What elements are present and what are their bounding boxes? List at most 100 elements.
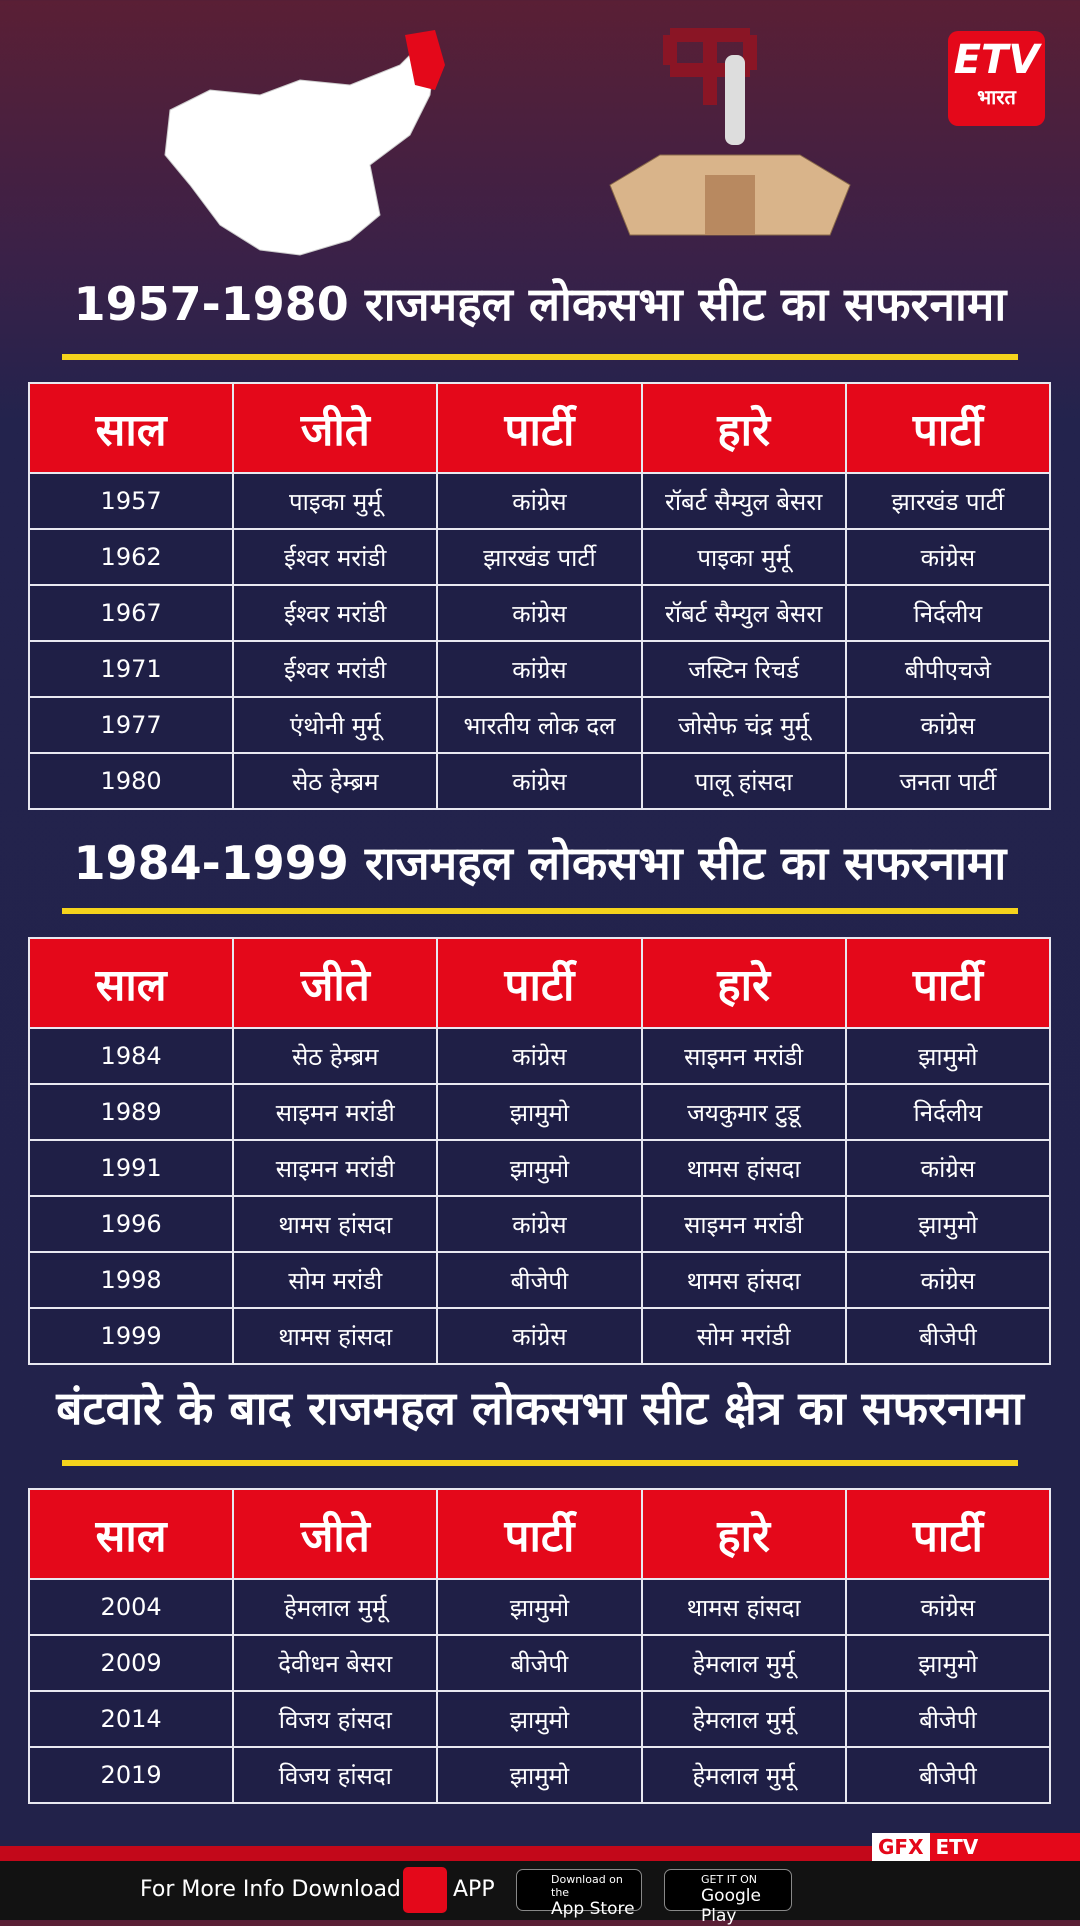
table-cell: 1957 <box>29 473 233 529</box>
table-cell: 1971 <box>29 641 233 697</box>
column-header: पार्टी <box>437 383 641 473</box>
play-badge[interactable]: GET IT ON Google Play <box>664 1869 792 1911</box>
table-cell: कांग्रेस <box>437 1028 641 1084</box>
parliament-illustration <box>600 25 870 260</box>
table-cell: ईश्वर मरांडी <box>233 529 437 585</box>
table-cell: जोसेफ चंद्र मुर्मू <box>642 697 846 753</box>
footer: For More Info Download APP Download on t… <box>0 1861 1080 1920</box>
column-header: हारे <box>642 383 846 473</box>
table-cell: विजय हांसदा <box>233 1691 437 1747</box>
credit: GFX ETV BHARAT <box>872 1833 1080 1863</box>
credit-gfx: GFX <box>872 1833 930 1863</box>
map-illustration <box>150 25 460 275</box>
table-cell: जयकुमार टुडू <box>642 1084 846 1140</box>
table-cell: बीपीएचजे <box>846 641 1050 697</box>
logo: ETV भारत <box>948 31 1045 126</box>
column-header: पार्टी <box>846 383 1050 473</box>
table-cell: 2009 <box>29 1635 233 1691</box>
footer-text: For More Info Download <box>140 1877 401 1902</box>
table-cell: 1996 <box>29 1196 233 1252</box>
table-cell: 1984 <box>29 1028 233 1084</box>
table-cell: झामुमो <box>437 1747 641 1803</box>
play-text: Google Play <box>701 1886 791 1926</box>
column-header: साल <box>29 1489 233 1579</box>
table-cell: बीजेपी <box>846 1691 1050 1747</box>
column-header: हारे <box>642 1489 846 1579</box>
table-cell: झामुमो <box>437 1084 641 1140</box>
table-cell: 1998 <box>29 1252 233 1308</box>
column-header: पार्टी <box>846 1489 1050 1579</box>
table-cell: थामस हांसदा <box>233 1308 437 1364</box>
table-cell: साइमन मरांडी <box>233 1084 437 1140</box>
table-cell: बीजेपी <box>846 1308 1050 1364</box>
table-cell: कांग्रेस <box>437 1196 641 1252</box>
table-cell: झामुमो <box>437 1691 641 1747</box>
table-cell: थामस हांसदा <box>233 1196 437 1252</box>
table-cell: कांग्रेस <box>846 697 1050 753</box>
table-cell: कांग्रेस <box>437 753 641 809</box>
table-cell: 1977 <box>29 697 233 753</box>
table-cell: थामस हांसदा <box>642 1140 846 1196</box>
table-cell: झारखंड पार्टी <box>846 473 1050 529</box>
column-header: पार्टी <box>846 938 1050 1028</box>
table-cell: 2014 <box>29 1691 233 1747</box>
table-cell: कांग्रेस <box>437 641 641 697</box>
table-cell: कांग्रेस <box>846 529 1050 585</box>
section-title: बंटवारे के बाद राजमहल लोकसभा सीट क्षेत्र… <box>0 1376 1080 1438</box>
table-cell: 1999 <box>29 1308 233 1364</box>
table-cell: ईश्वर मरांडी <box>233 585 437 641</box>
table-cell: एंथोनी मुर्मू <box>233 697 437 753</box>
column-header: हारे <box>642 938 846 1028</box>
footer-logo <box>403 1867 447 1913</box>
table-cell: पालू हांसदा <box>642 753 846 809</box>
table-cell: भारतीय लोक दल <box>437 697 641 753</box>
column-header: जीते <box>233 383 437 473</box>
credit-brand: ETV BHARAT <box>930 1833 1080 1863</box>
logo-text: ETV <box>948 37 1045 83</box>
table-cell: देवीधन बेसरा <box>233 1635 437 1691</box>
table-cell: 2004 <box>29 1579 233 1635</box>
column-header: साल <box>29 938 233 1028</box>
column-header: जीते <box>233 938 437 1028</box>
table-cell: बीजेपी <box>437 1635 641 1691</box>
table-cell: निर्दलीय <box>846 1084 1050 1140</box>
column-header: पार्टी <box>437 938 641 1028</box>
table-cell: रॉबर्ट सैम्युल बेसरा <box>642 585 846 641</box>
table-cell: सेठ हेम्ब्रम <box>233 753 437 809</box>
table-cell: कांग्रेस <box>437 1308 641 1364</box>
table-cell: पाइका मुर्मू <box>233 473 437 529</box>
footer-app: APP <box>453 1877 495 1902</box>
table-cell: कांग्रेस <box>437 585 641 641</box>
table-cell: हेमलाल मुर्मू <box>642 1691 846 1747</box>
divider <box>62 354 1018 360</box>
table-cell: झामुमो <box>437 1140 641 1196</box>
appstore-small: Download on the <box>551 1873 641 1899</box>
table-cell: झामुमो <box>437 1579 641 1635</box>
table-cell: हेमलाल मुर्मू <box>642 1635 846 1691</box>
table-cell: रॉबर्ट सैम्युल बेसरा <box>642 473 846 529</box>
table-cell: हेमलाल मुर्मू <box>642 1747 846 1803</box>
appstore-badge[interactable]: Download on the App Store <box>516 1869 642 1911</box>
table-cell: बीजेपी <box>846 1747 1050 1803</box>
table-cell: झामुमो <box>846 1196 1050 1252</box>
table-cell: विजय हांसदा <box>233 1747 437 1803</box>
table-cell: थामस हांसदा <box>642 1252 846 1308</box>
table-cell: हेमलाल मुर्मू <box>233 1579 437 1635</box>
table-cell: 1989 <box>29 1084 233 1140</box>
table-cell: कांग्रेस <box>846 1579 1050 1635</box>
table-cell: 1962 <box>29 529 233 585</box>
